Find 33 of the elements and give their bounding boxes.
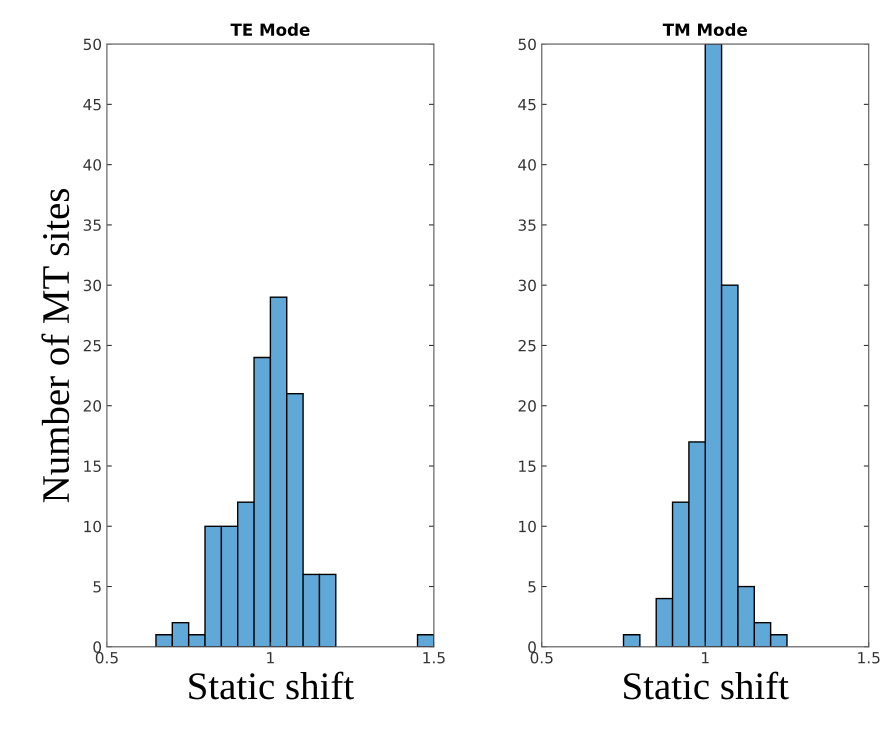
y-tick-label: 35 [518, 219, 536, 231]
y-tick-label: 30 [84, 280, 102, 292]
chart-title: TM Mode [662, 23, 747, 36]
y-tick-label: 40 [83, 159, 102, 171]
y-tick-label: 50 [518, 38, 536, 50]
y-tick-label: 0 [93, 641, 102, 653]
x-tick-label: 0.5 [530, 652, 553, 664]
y-tick-label: 50 [84, 38, 102, 50]
x-tick-label: 0.5 [96, 652, 118, 664]
y-tick-label: 15 [519, 460, 536, 472]
y-tick-label: 20 [84, 400, 102, 412]
y-tick-label: 10 [84, 520, 102, 532]
x-tick-label: 1.5 [423, 652, 445, 664]
y-tick-label: 45 [518, 99, 536, 110]
y-tick-label: 15 [84, 460, 101, 472]
x-axis-title: Static shift [189, 672, 354, 700]
y-tick-label: 0 [528, 641, 536, 653]
y-axis-title: Number of MT sites [41, 188, 70, 502]
y-tick-label: 30 [518, 280, 536, 292]
y-tick-label: 25 [518, 340, 536, 352]
x-tick-label: 1 [267, 652, 274, 664]
x-tick-label: 1 [702, 652, 709, 664]
y-tick-label: 10 [519, 520, 536, 532]
y-tick-label: 45 [83, 99, 101, 110]
y-tick-label: 35 [84, 219, 101, 231]
x-axis-title: Static shift [624, 672, 789, 700]
y-tick-label: 5 [528, 581, 536, 593]
x-tick-label: 1.5 [858, 652, 880, 664]
y-tick-label: 20 [518, 400, 536, 412]
y-tick-label: 5 [94, 581, 101, 593]
chart-title: TE Mode [230, 23, 310, 36]
y-tick-label: 40 [518, 159, 536, 171]
y-tick-label: 25 [84, 340, 101, 352]
